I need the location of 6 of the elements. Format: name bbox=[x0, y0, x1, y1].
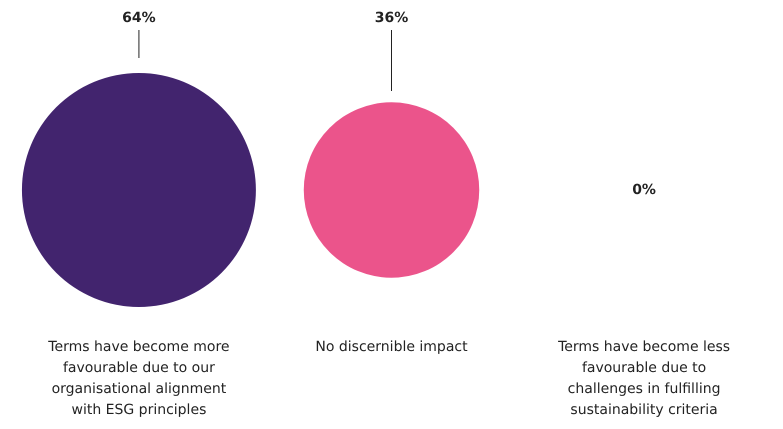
data-label: 0% bbox=[632, 182, 656, 198]
category-label: Terms have become more favourable due to our organisational alignment with ESG principles bbox=[47, 339, 230, 418]
category-label: No discernible impact bbox=[315, 339, 468, 355]
category-label: Terms have become less favourable due to challenges in fulfilling sustainability criteria bbox=[557, 339, 730, 418]
data-label: 36% bbox=[374, 10, 408, 26]
data-label: 64% bbox=[122, 10, 156, 26]
